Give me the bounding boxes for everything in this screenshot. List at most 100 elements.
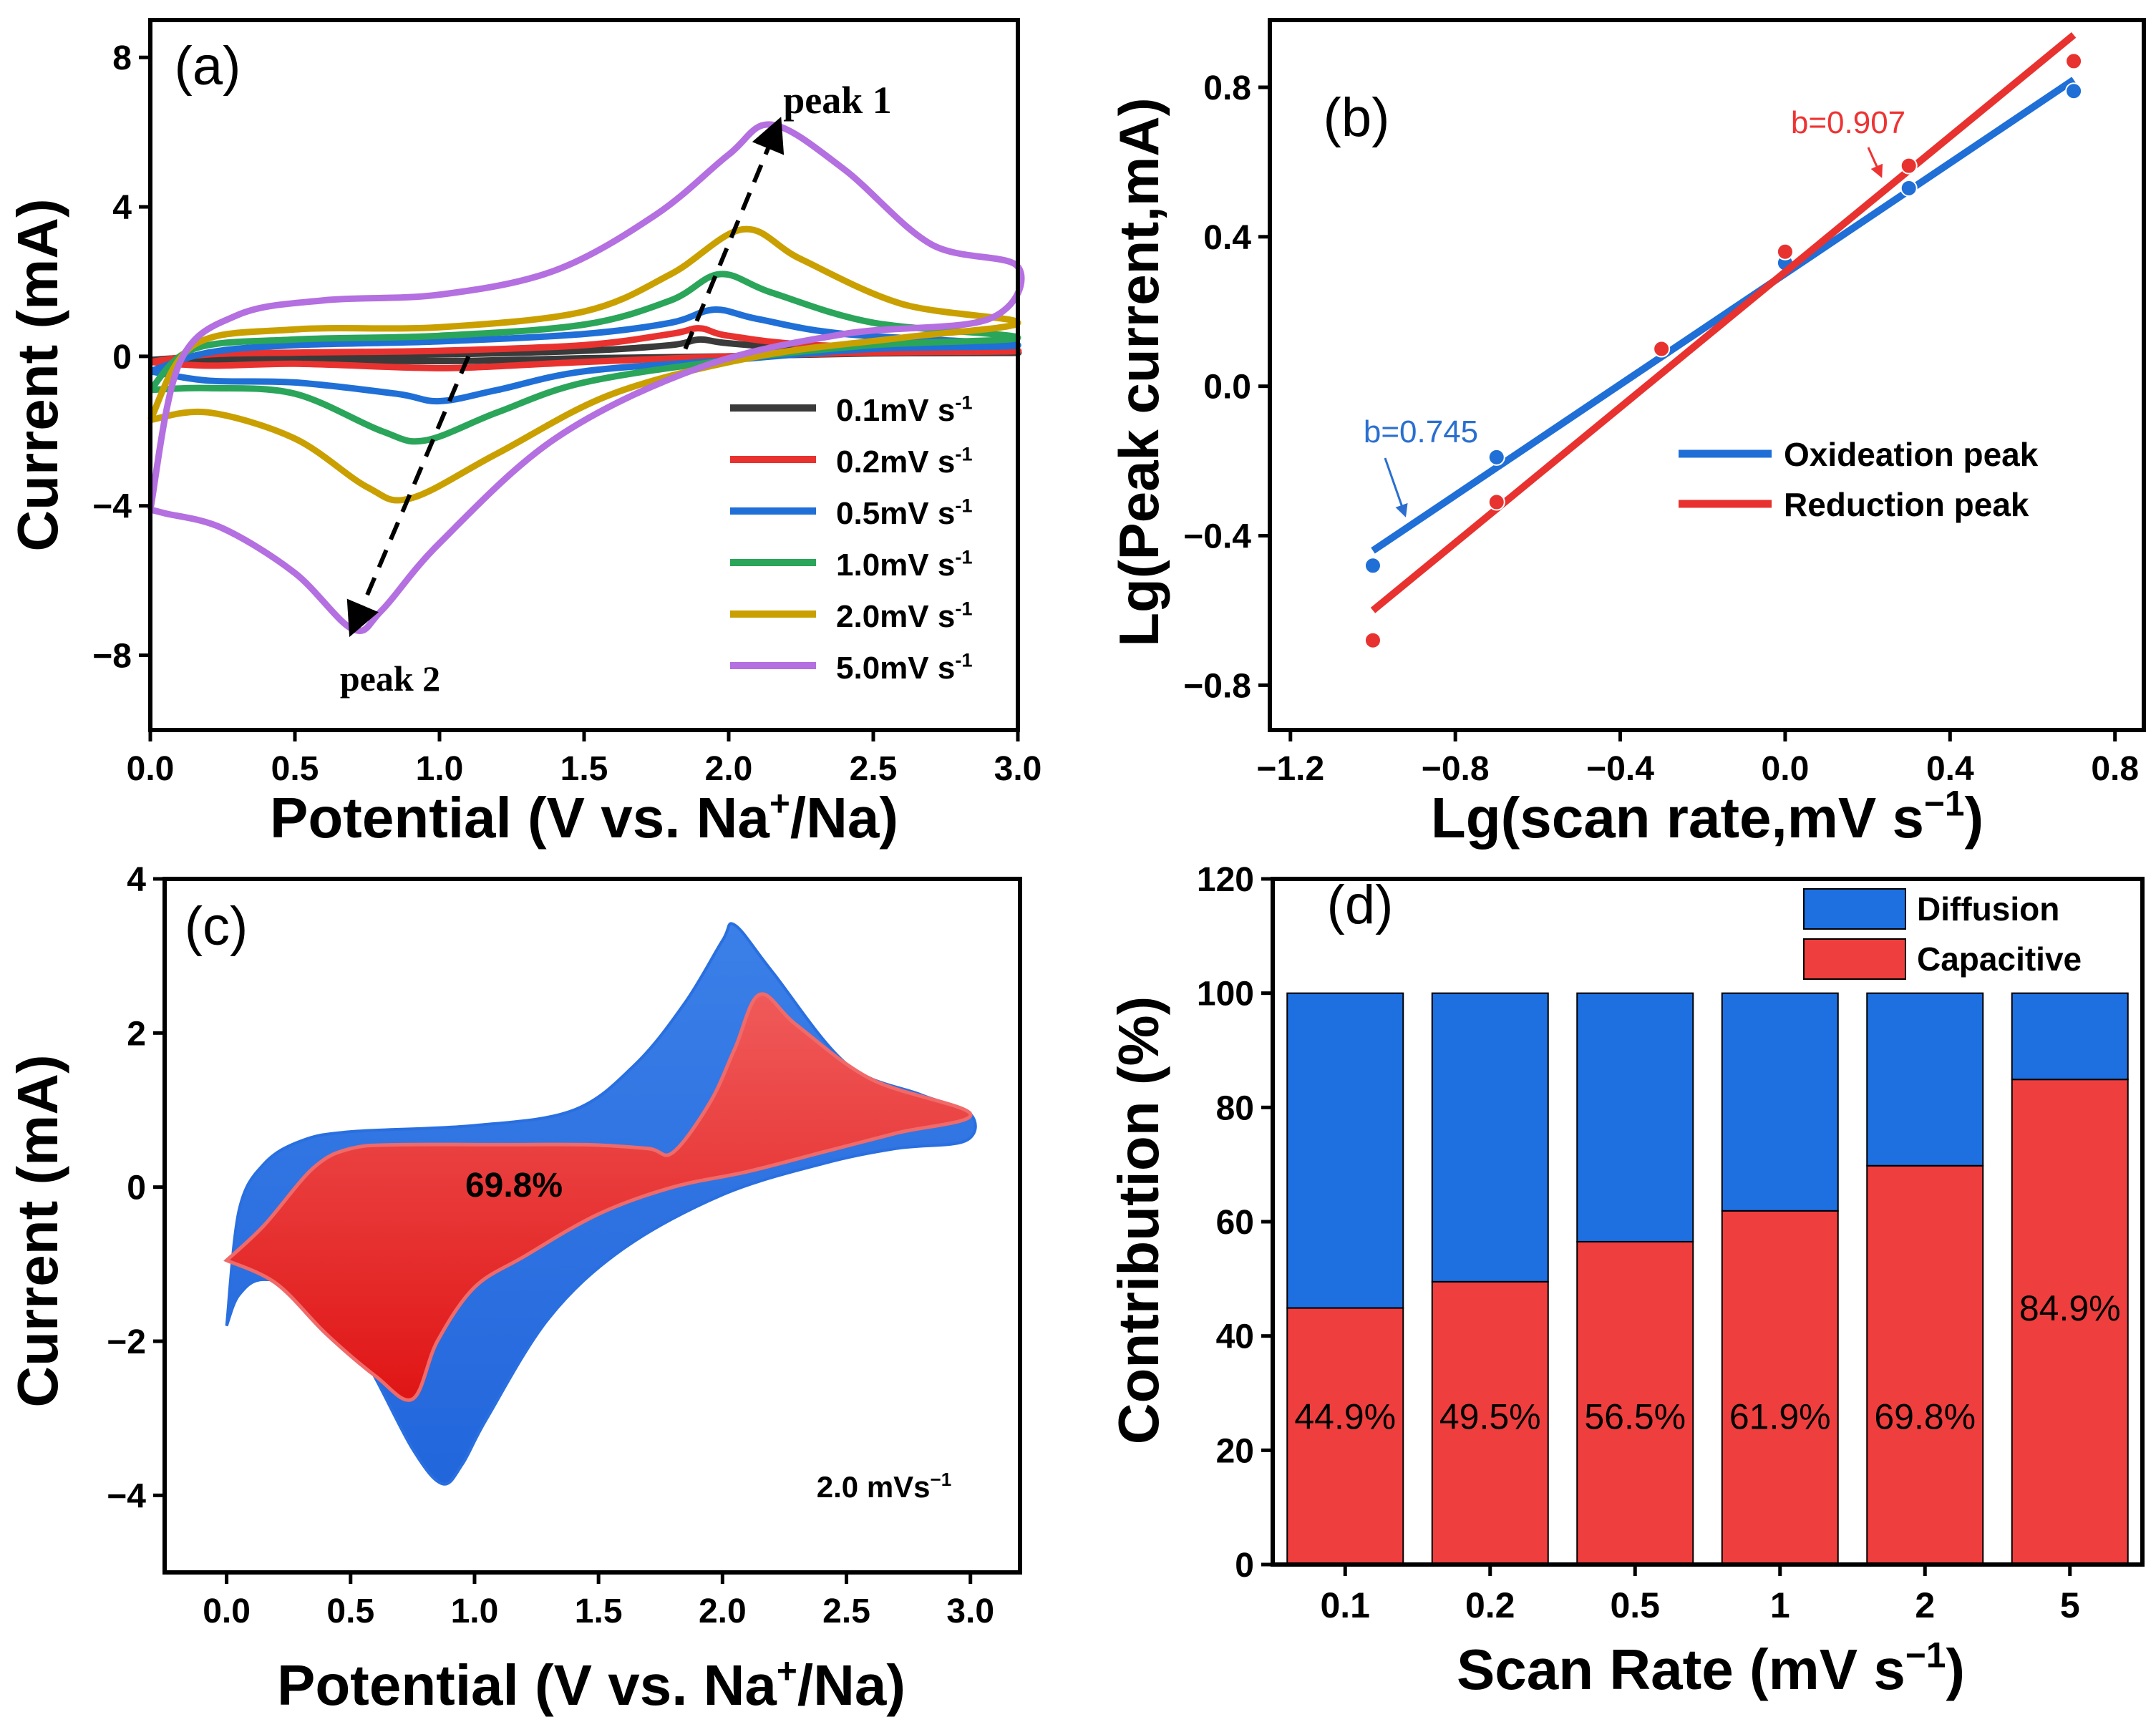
d-value-label: 84.9%: [2019, 1288, 2121, 1328]
d-bar-capacitive-2: [1866, 1164, 1984, 1565]
a-legend-label: 0.1mV s-1: [836, 391, 973, 428]
d-value-label: 49.5%: [1439, 1396, 1541, 1436]
b-legend-label: Oxideation peak: [1784, 436, 2039, 473]
d-value-label: 69.8%: [1874, 1396, 1976, 1436]
a-ytick-label: −4: [92, 488, 132, 526]
d-xtick-label: 5: [2060, 1585, 2080, 1625]
a-legend-label: 0.5mV s-1: [836, 494, 973, 531]
a-peak-arrow: [346, 355, 471, 638]
a-peak1-label: peak 1: [783, 79, 892, 122]
c-xtick-label: 3.0: [946, 1592, 994, 1630]
c-capacitive-area: [223, 992, 973, 1402]
b-xtick-label: 0.8: [2091, 750, 2139, 788]
d-bar-diffusion-0.5: [1576, 992, 1694, 1242]
b-ytick-label: 0.0: [1203, 369, 1251, 407]
a-ytick-label: 4: [112, 189, 132, 227]
a-ytick-label: 0: [112, 339, 132, 376]
b-point-1: [1487, 493, 1505, 511]
d-bar-diffusion-2: [1866, 992, 1984, 1167]
d-ytick-label: 120: [1197, 861, 1254, 899]
c-rate-label: 2.0 mVs−1: [817, 1469, 951, 1504]
d-bar-diffusion-1: [1721, 992, 1839, 1212]
b-xtick-label: −1.2: [1256, 750, 1324, 788]
a-legend-label: 5.0mV s-1: [836, 648, 973, 686]
d-bar-capacitive-1: [1721, 1210, 1839, 1565]
c-panel-label: (c): [185, 896, 248, 957]
d-bar-capacitive-5: [2011, 1079, 2129, 1565]
d-bar-capacitive-0.1: [1286, 1307, 1404, 1565]
d-value-label: 61.9%: [1729, 1396, 1831, 1436]
b-point-1: [2065, 52, 2083, 70]
d-bar-capacitive-0.2: [1431, 1280, 1549, 1565]
b-y-axis-title: Lg(Peak current,mA): [1107, 97, 1170, 646]
d-ytick-label: 80: [1216, 1089, 1254, 1127]
d-ytick-label: 0: [1235, 1547, 1254, 1585]
a-xtick-label: 1.5: [560, 750, 608, 788]
b-xtick-label: −0.8: [1422, 750, 1490, 788]
d-ytick-label: 40: [1216, 1318, 1254, 1356]
d-y-axis-title: Contribution (%): [1107, 996, 1170, 1444]
d-legend-swatch: [1803, 888, 1906, 930]
a-peak-arrow: [683, 117, 785, 350]
d-ytick-label: 20: [1216, 1432, 1254, 1470]
a-peak2-label: peak 2: [340, 658, 440, 699]
a-x-axis-title: Potential (V vs. Na+/Na): [270, 784, 898, 850]
b-point-0: [1900, 179, 1918, 197]
d-x-axis-title: Scan Rate (mV s−1): [1457, 1635, 1965, 1701]
a-ytick-label: −8: [92, 638, 132, 676]
b-slope-label-red: b=0.907: [1791, 105, 1905, 140]
c-xtick-label: 1.0: [451, 1592, 499, 1630]
c-ytick-label: 4: [127, 861, 146, 899]
a-xtick-label: 1.0: [416, 750, 464, 788]
c-area-percent-label: 69.8%: [465, 1167, 563, 1205]
a-xtick-label: 0.0: [127, 750, 175, 788]
b-fit-line-0: [1371, 77, 2076, 554]
c-xtick-label: 2.5: [822, 1592, 870, 1630]
d-legend-swatch: [1803, 938, 1906, 980]
d-xtick-label: 0.5: [1610, 1585, 1660, 1625]
c-ytick-label: 2: [127, 1015, 146, 1053]
b-ytick-label: 0.4: [1203, 219, 1251, 257]
d-legend-label: Diffusion: [1917, 890, 2059, 928]
b-point-1: [1900, 157, 1918, 175]
b-ytick-label: −0.8: [1183, 667, 1251, 705]
c-xtick-label: 2.0: [699, 1592, 747, 1630]
b-point-0: [2065, 82, 2083, 100]
b-legend-label: Reduction peak: [1784, 486, 2029, 523]
d-bar-diffusion-0.2: [1431, 992, 1549, 1283]
b-point-1: [1776, 243, 1794, 261]
a-legend-label: 1.0mV s-1: [836, 545, 973, 583]
c-xtick-label: 0.0: [203, 1592, 251, 1630]
a-xtick-label: 0.5: [271, 750, 319, 788]
b-point-0: [1487, 448, 1505, 466]
c-xtick-label: 1.5: [575, 1592, 623, 1630]
a-y-axis-title: Current (mA): [6, 198, 69, 551]
a-plot-bg: [150, 20, 1018, 730]
d-xtick-label: 1: [1770, 1585, 1790, 1625]
b-plot-frame: [1268, 18, 2146, 732]
b-ytick-label: −0.4: [1183, 518, 1251, 556]
b-ytick-label: 0.8: [1203, 69, 1251, 107]
c-ytick-label: −4: [107, 1477, 146, 1515]
b-panel-label: (b): [1324, 87, 1390, 148]
d-bar-diffusion-0.1: [1286, 992, 1404, 1309]
b-point-0: [1364, 557, 1382, 575]
d-ytick-label: 60: [1216, 1204, 1254, 1242]
d-xtick-label: 0.1: [1320, 1585, 1370, 1625]
c-x-axis-title: Potential (V vs. Na+/Na): [277, 1651, 905, 1717]
b-fit-line-1: [1370, 32, 2077, 613]
a-ytick-label: 8: [112, 39, 132, 77]
b-x-axis-title: Lg(scan rate,mV s−1): [1431, 784, 1983, 850]
b-xtick-label: −0.4: [1586, 750, 1654, 788]
c-ytick-label: 0: [127, 1169, 146, 1207]
d-ytick-label: 100: [1197, 976, 1254, 1013]
b-xtick-label: 0.0: [1762, 750, 1810, 788]
a-xtick-label: 2.0: [705, 750, 753, 788]
b-slope-arrow-red: [1867, 147, 1883, 178]
d-value-label: 44.9%: [1294, 1396, 1396, 1436]
d-panel-label: (d): [1327, 875, 1394, 935]
a-panel-label: (a): [175, 36, 241, 97]
d-bar-capacitive-0.5: [1576, 1240, 1694, 1565]
c-xtick-label: 0.5: [326, 1592, 374, 1630]
